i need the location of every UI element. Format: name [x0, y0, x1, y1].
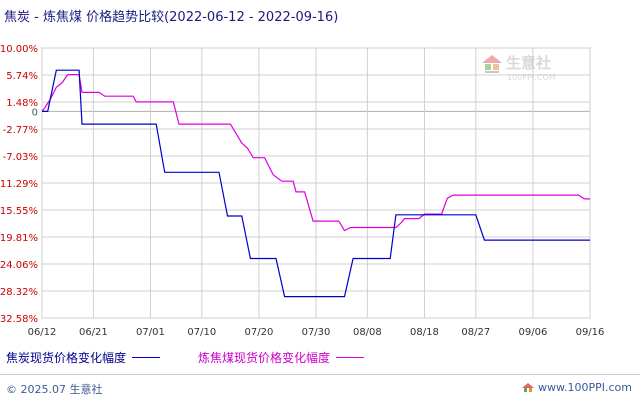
- y-tick-label: -15.55%: [0, 206, 38, 217]
- site-url: www.100PPI.com: [538, 381, 632, 394]
- legend-swatch-series-1: [132, 357, 161, 358]
- series-lines: [41, 69, 590, 298]
- x-tick-label: 06/12: [28, 327, 57, 338]
- x-tick-label: 07/10: [187, 327, 216, 338]
- chart: 生意社 100PPI.COM 10.00% 5.74% 1.48%0 -2.77% -7…: [0, 44, 605, 338]
- x-tick-label: 09/16: [576, 327, 605, 338]
- chart-title: 焦炭 - 炼焦煤 价格趋势比较(2022-06-12 - 2022-09-16): [4, 10, 339, 25]
- legend-item-series-2: 炼焦煤现货价格变化幅度: [198, 349, 365, 366]
- y-tick-label: 1.48%: [6, 98, 38, 109]
- series-line-2: [41, 73, 590, 232]
- watermark-url: 100PPI.COM: [507, 73, 556, 82]
- y-tick-label: -19.81%: [0, 233, 38, 244]
- site-link[interactable]: www.100PPI.com: [522, 381, 632, 394]
- y-tick-label: -11.29%: [0, 179, 38, 190]
- site-logo-icon: [522, 382, 535, 393]
- legend-swatch-series-2: [336, 357, 365, 358]
- x-tick-label: 07/20: [245, 327, 274, 338]
- y-axis-ticks: 10.00% 5.74% 1.48%0 -2.77% -7.03% -11.29% -15.…: [0, 44, 38, 325]
- x-tick-label: 08/08: [353, 327, 382, 338]
- x-tick-label: 07/01: [136, 327, 165, 338]
- series-line-1: [42, 69, 590, 298]
- x-axis-ticks: 06/12 06/21 07/01 07/10 07/20 07/30 08/08 08/18…: [28, 327, 605, 338]
- watermark: 生意社 100PPI.COM: [482, 54, 556, 82]
- y-tick-label: -24.06%: [0, 260, 38, 271]
- y-tick-label: 0: [32, 107, 38, 118]
- x-tick-label: 07/30: [302, 327, 331, 338]
- y-tick-label: -7.03%: [3, 152, 38, 163]
- x-tick-label: 08/18: [410, 327, 439, 338]
- y-tick-label: -2.77%: [3, 125, 38, 136]
- footer: © 2025.07 生意社 www.100PPI.com: [0, 374, 640, 401]
- legend-label-series-1: 焦炭现货价格变化幅度: [6, 351, 127, 365]
- x-tick-label: 09/06: [519, 327, 548, 338]
- y-tick-label: 10.00%: [0, 44, 38, 55]
- watermark-logo-icon: [482, 55, 502, 73]
- y-tick-label: 5.74%: [6, 71, 38, 82]
- y-tick-label: -28.32%: [0, 287, 38, 298]
- grid: [41, 47, 591, 319]
- y-tick-label: -32.58%: [0, 314, 38, 325]
- x-tick-label: 08/27: [461, 327, 490, 338]
- legend-label-series-2: 炼焦煤现货价格变化幅度: [198, 351, 331, 365]
- watermark-brand: 生意社: [506, 54, 551, 72]
- x-tick-label: 06/21: [79, 327, 108, 338]
- copyright: © 2025.07 生意社: [6, 383, 103, 396]
- legend-item-series-1: 焦炭现货价格变化幅度: [6, 349, 161, 366]
